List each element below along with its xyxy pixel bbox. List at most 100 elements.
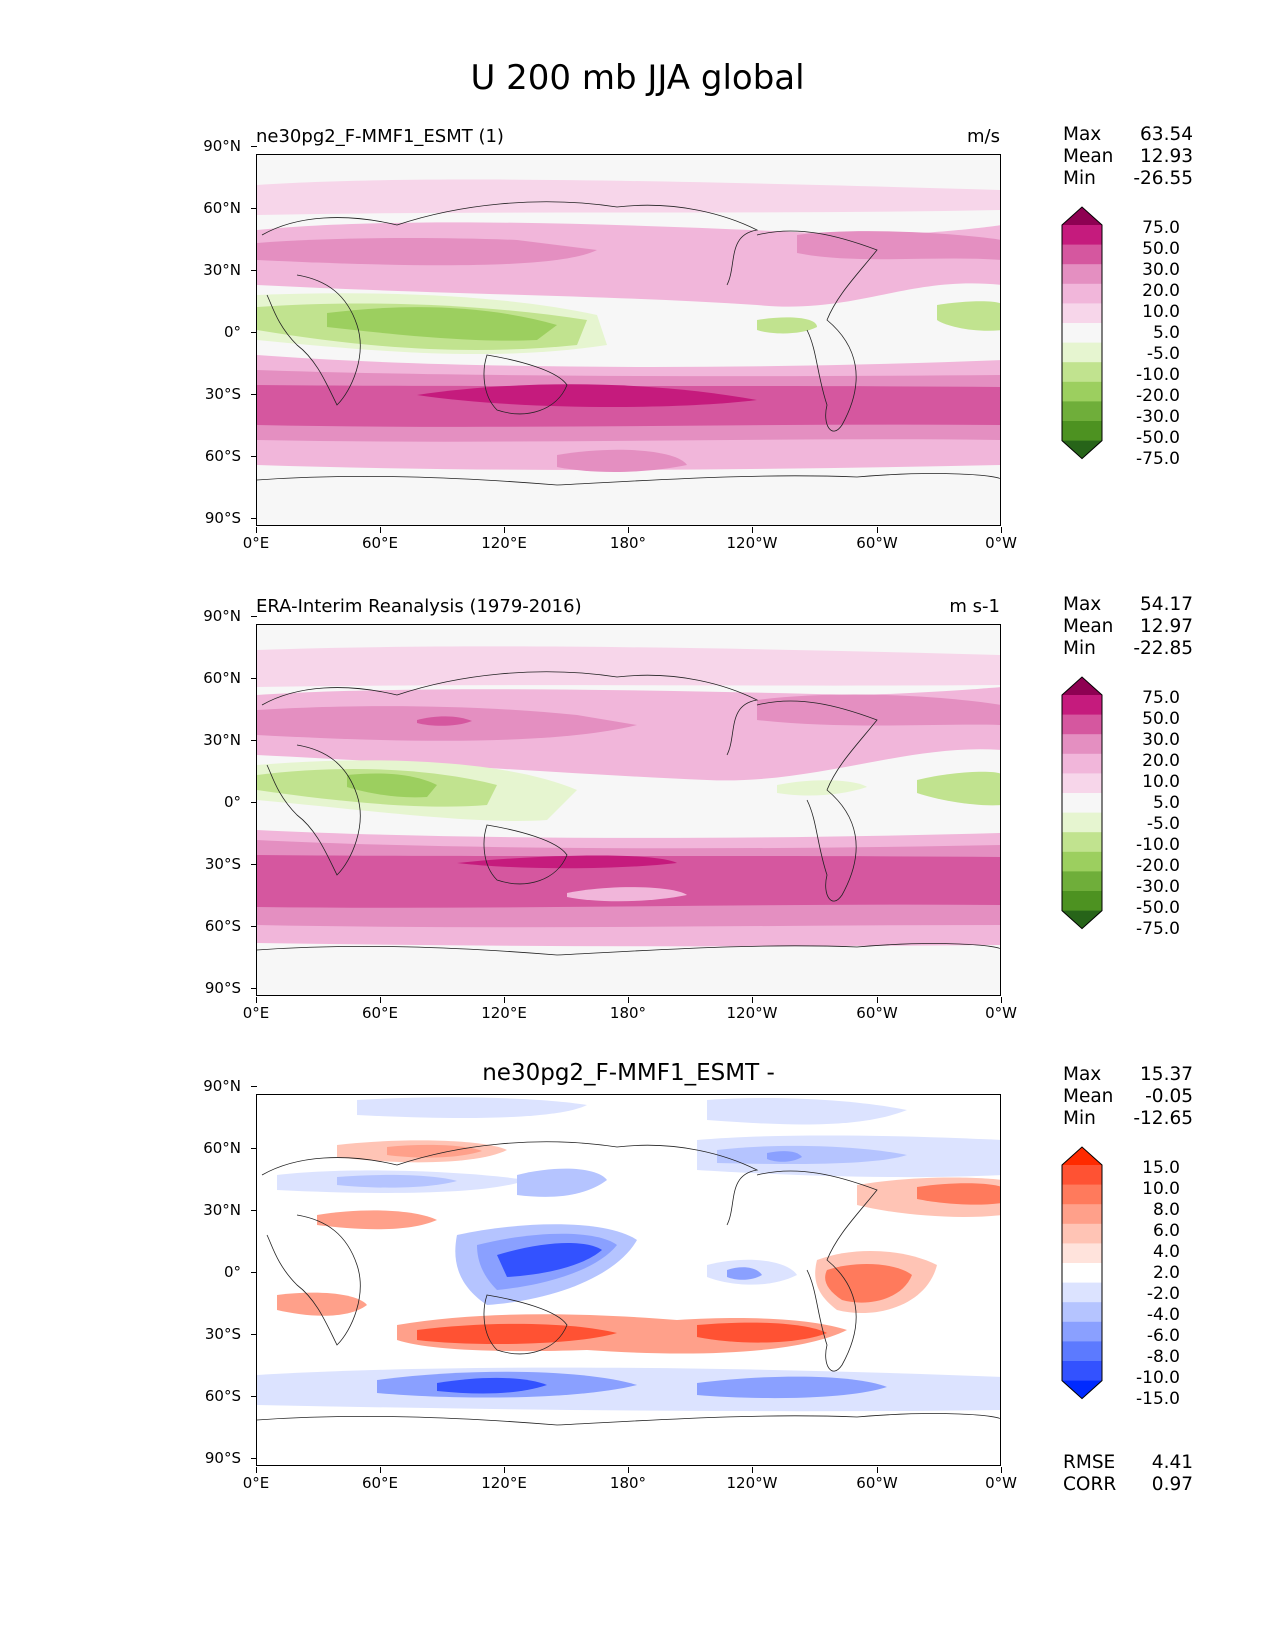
stat-value: 4.41 [1151, 1452, 1193, 1473]
colorbar-swatch [1062, 421, 1102, 442]
colorbar-swatch [1062, 851, 1102, 872]
lon-tick: 120°E [464, 527, 544, 552]
colorbar-swatch [1062, 832, 1102, 853]
colorbar-svg [1061, 1146, 1103, 1400]
lon-tick: 0°W [961, 997, 1041, 1022]
lat-tick: 30°N [181, 731, 257, 749]
colorbar-extend-bottom [1062, 440, 1102, 459]
lat-tick: 30°N [181, 1201, 257, 1219]
colorbar-extend-top [1062, 207, 1102, 225]
colorbar-swatch [1062, 381, 1102, 402]
colorbar [1061, 676, 1105, 934]
lat-tick: 90°S [181, 509, 257, 527]
lon-tick: 60°E [340, 527, 420, 552]
lon-tick: 120°E [464, 1467, 544, 1492]
stat-label: Max [1063, 124, 1102, 145]
colorbar-extend-bottom [1062, 1380, 1102, 1399]
colorbar-label: -10.0 [1136, 1368, 1180, 1388]
colorbar-label: -6.0 [1146, 1326, 1180, 1346]
lon-tick: 60°W [837, 1467, 917, 1492]
colorbar-swatch [1062, 714, 1102, 735]
colorbar-label: 30.0 [1142, 260, 1180, 280]
stat-label: Max [1063, 1064, 1102, 1085]
stat-label: Min [1063, 638, 1096, 659]
colorbar-swatch [1062, 401, 1102, 422]
lon-tick: 60°E [340, 997, 420, 1022]
colorbar-label: 5.0 [1152, 793, 1180, 813]
colorbar-swatch [1062, 773, 1102, 794]
colorbar-label: -50.0 [1136, 428, 1180, 448]
map-area [256, 154, 1001, 526]
stat-label: Max [1063, 594, 1102, 615]
colorbar-swatch [1062, 793, 1102, 814]
stat-value: 12.93 [1140, 146, 1193, 167]
lat-tick: 90°N [181, 607, 257, 625]
colorbar [1061, 1146, 1105, 1404]
colorbar-label: 50.0 [1142, 239, 1180, 259]
colorbar-label: -10.0 [1136, 835, 1180, 855]
colorbar-swatch [1062, 1263, 1102, 1284]
lat-tick: 0° [181, 793, 257, 811]
colorbar-swatch [1062, 753, 1102, 774]
colorbar-label: 8.0 [1152, 1200, 1180, 1220]
colorbar-swatch [1062, 1223, 1102, 1244]
lat-tick: 90°N [181, 1077, 257, 1095]
stat-value: 54.17 [1140, 594, 1193, 615]
colorbar-extend-top [1062, 677, 1102, 695]
lat-tick: 60°N [181, 199, 257, 217]
colorbar-swatch [1062, 1361, 1102, 1382]
colorbar-label: -75.0 [1136, 449, 1180, 469]
colorbar-label: -20.0 [1136, 386, 1180, 406]
stat-value: -22.85 [1133, 638, 1193, 659]
lat-tick: 60°N [181, 1139, 257, 1157]
stat-label: Min [1063, 168, 1096, 189]
panel-left-title: ERA-Interim Reanalysis (1979-2016) [256, 596, 582, 617]
colorbar-label: -10.0 [1136, 365, 1180, 385]
lon-tick: 180° [588, 1467, 668, 1492]
stat-value: -26.55 [1133, 168, 1193, 189]
panel-model: ne30pg2_F-MMF1_ESMT (1) m/s [0, 124, 1275, 594]
lon-tick: 120°W [712, 1467, 792, 1492]
colorbar-label: 20.0 [1142, 281, 1180, 301]
lon-tick: 0°E [216, 997, 296, 1022]
colorbar-label: -15.0 [1136, 1389, 1180, 1409]
lon-tick: 180° [588, 527, 668, 552]
lon-tick: 120°W [712, 527, 792, 552]
lon-tick: 120°W [712, 997, 792, 1022]
lon-tick: 0°W [961, 1467, 1041, 1492]
lat-tick: 90°N [181, 137, 257, 155]
colorbar-label: 10.0 [1142, 772, 1180, 792]
map-field-model [257, 155, 1000, 525]
colorbar-outline [1061, 676, 1103, 930]
panel-left-title: ne30pg2_F-MMF1_ESMT (1) [256, 126, 504, 147]
panel-units: m/s [967, 126, 1000, 147]
stat-value: -12.65 [1133, 1108, 1193, 1129]
stats-box: Max 15.37 Mean -0.05 Min -12.65 [1063, 1064, 1193, 1130]
colorbar-label: 5.0 [1152, 323, 1180, 343]
figure-title: U 200 mb JJA global [470, 58, 805, 98]
colorbar-label: 10.0 [1142, 1179, 1180, 1199]
stat-value: 63.54 [1140, 124, 1193, 145]
colorbar-label: 50.0 [1142, 709, 1180, 729]
stat-label: Mean [1063, 146, 1114, 167]
colorbar-swatch [1062, 1302, 1102, 1323]
lat-tick: 30°S [181, 385, 257, 403]
lon-tick: 60°E [340, 1467, 420, 1492]
colorbar-swatch [1062, 1165, 1102, 1186]
colorbar-swatch [1062, 1341, 1102, 1362]
lon-tick: 0°E [216, 1467, 296, 1492]
extra-stats: RMSE 4.41 CORR 0.97 [1063, 1452, 1193, 1496]
lat-tick: 60°S [181, 447, 257, 465]
colorbar-label: -4.0 [1146, 1305, 1180, 1325]
colorbar-extend-top [1062, 1147, 1102, 1165]
lat-tick: 30°S [181, 1325, 257, 1343]
colorbar-swatch [1062, 891, 1102, 912]
lat-tick: 0° [181, 323, 257, 341]
colorbar-label: -50.0 [1136, 898, 1180, 918]
colorbar-swatch [1062, 871, 1102, 892]
colorbar-swatch [1062, 244, 1102, 265]
colorbar-swatch [1062, 1204, 1102, 1225]
colorbar-swatch [1062, 225, 1102, 246]
lat-tick: 30°S [181, 855, 257, 873]
colorbar-outline [1061, 206, 1103, 460]
